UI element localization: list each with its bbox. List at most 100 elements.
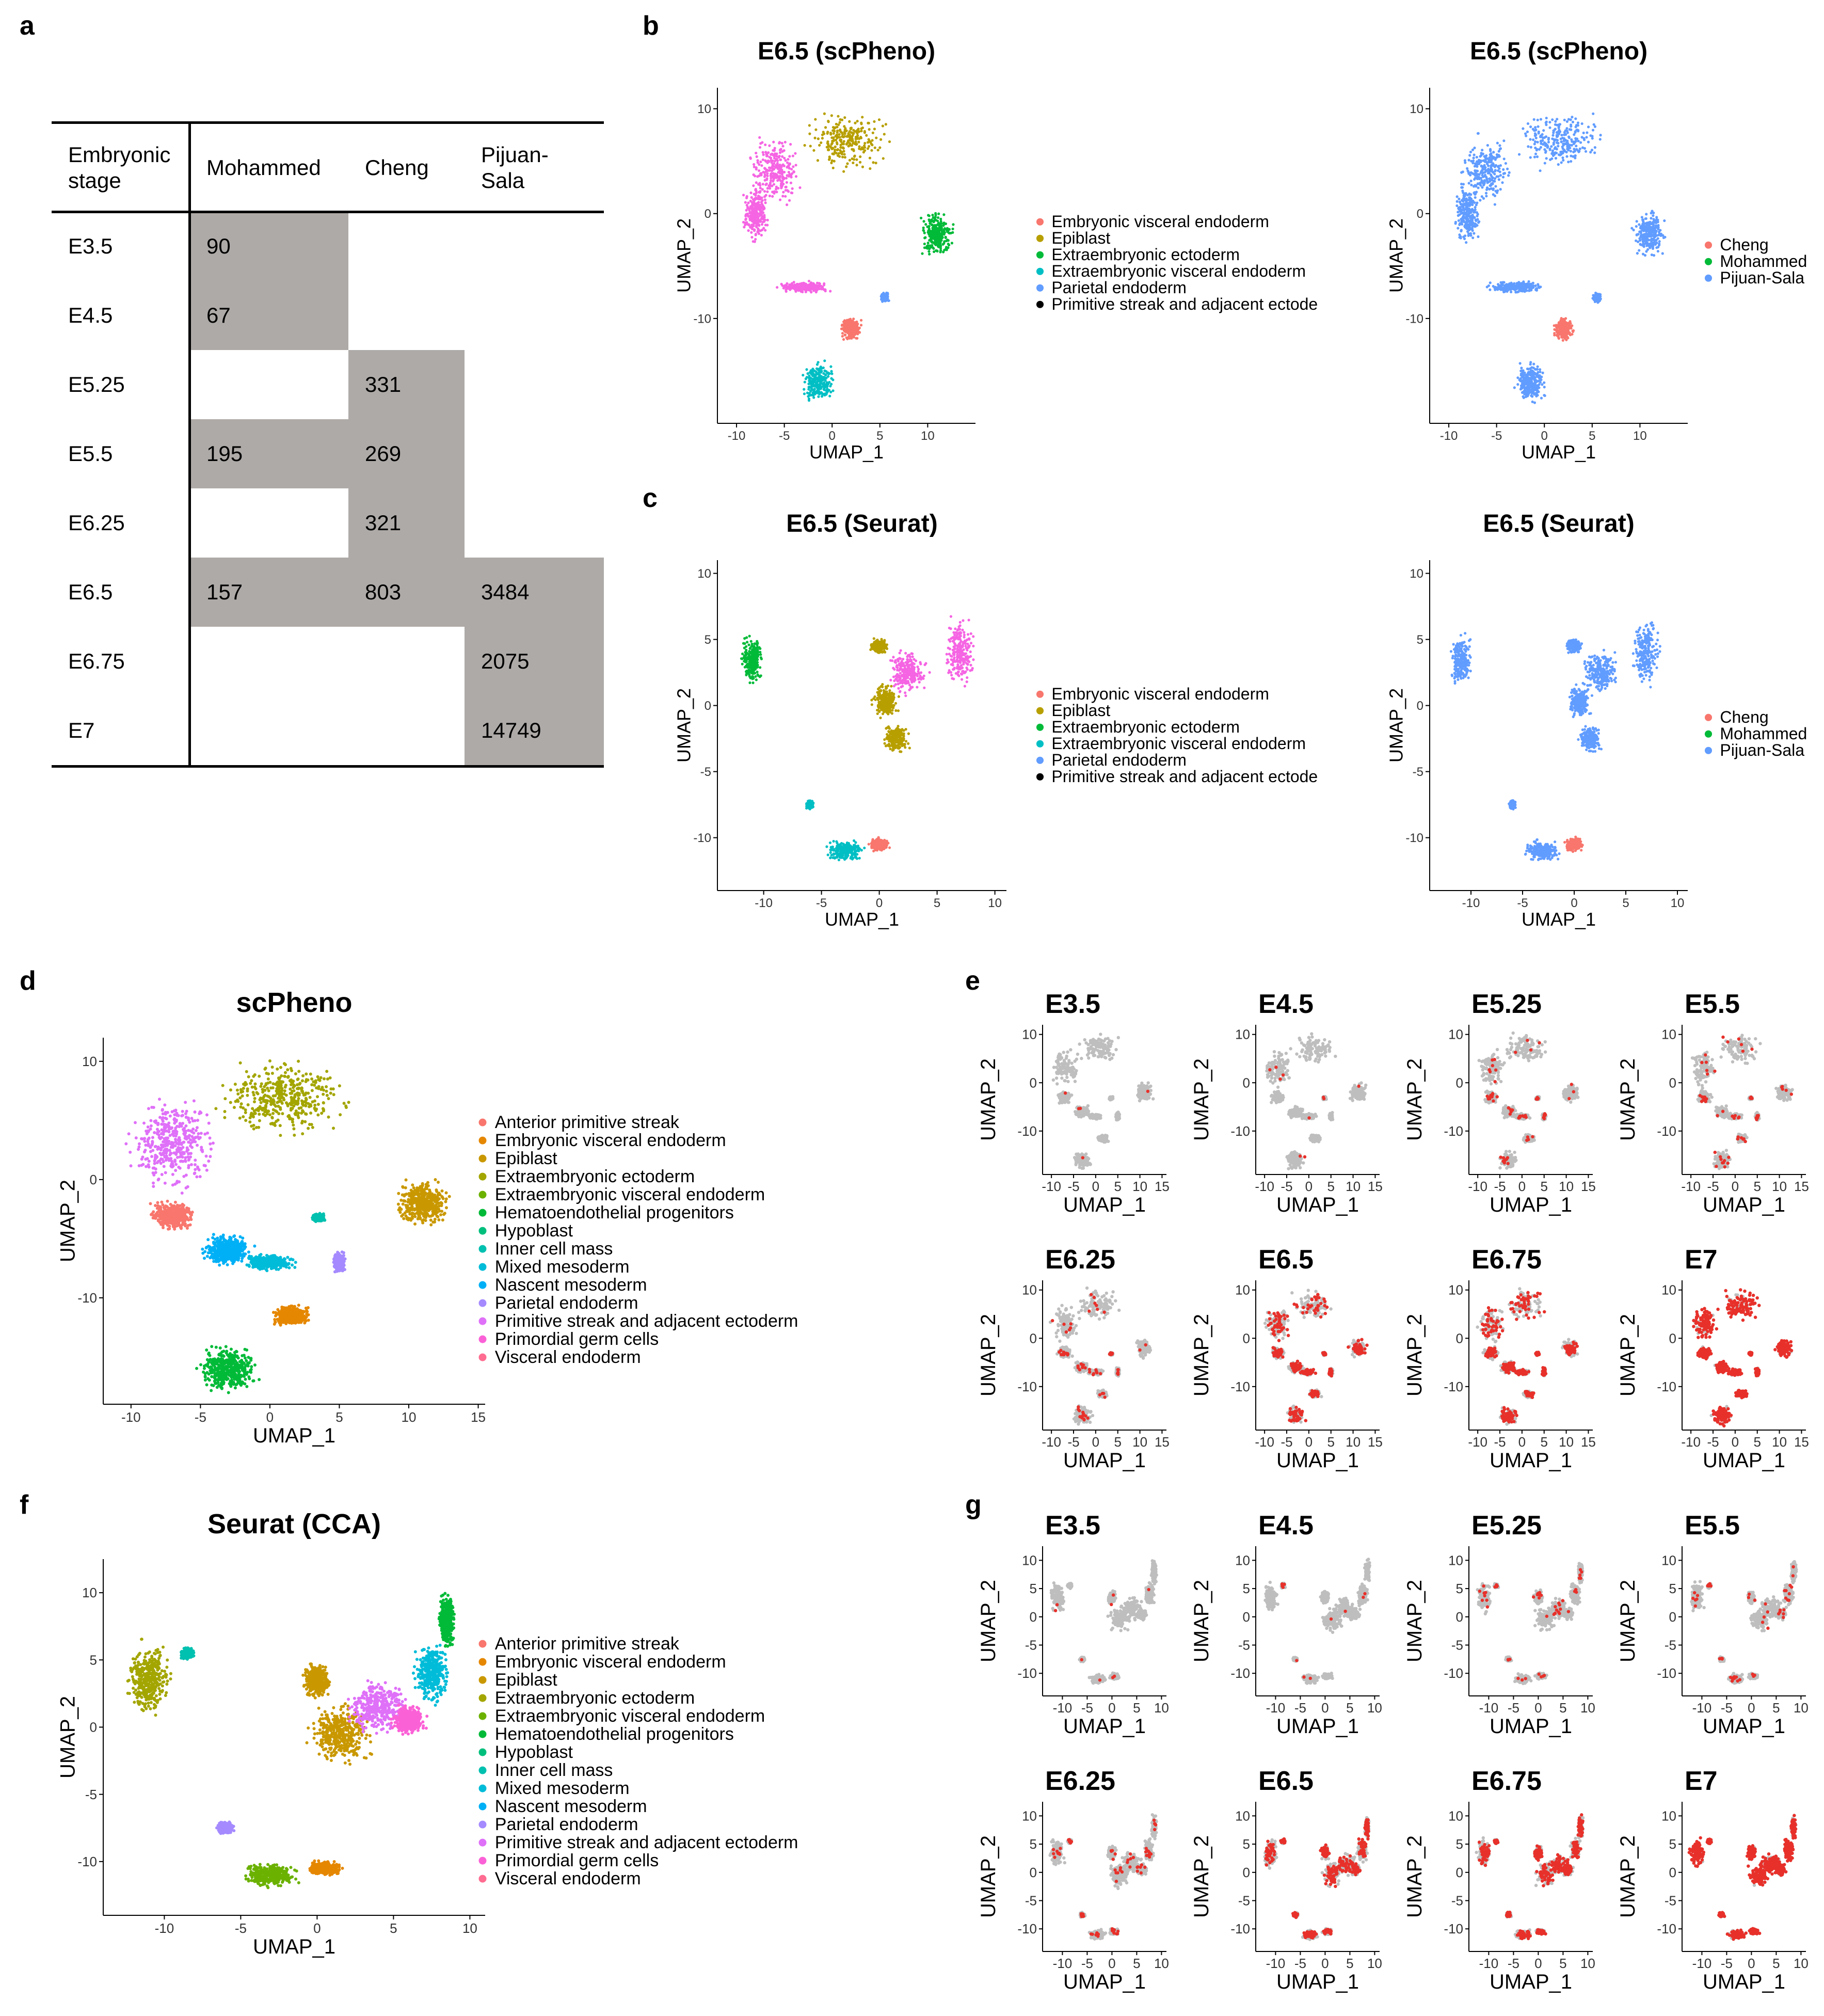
data-point: [1524, 132, 1527, 135]
data-point: [812, 388, 815, 391]
data-point: [1471, 229, 1474, 232]
data-point: [828, 389, 830, 391]
data-point: [758, 212, 760, 215]
data-point: [869, 167, 871, 170]
data-point: [889, 692, 891, 695]
table-count-cell: 67: [190, 281, 348, 350]
point-layer: [740, 615, 975, 862]
data-point: [1547, 141, 1550, 144]
data-point: [748, 681, 751, 684]
data-point: [1469, 151, 1472, 153]
data-point: [1485, 154, 1487, 157]
data-point: [1495, 164, 1497, 167]
data-point: [1593, 123, 1595, 126]
table-count-cell: [190, 627, 348, 696]
data-point: [1570, 123, 1572, 126]
data-point: [833, 132, 835, 135]
data-point: [942, 213, 945, 216]
data-point: [835, 135, 837, 137]
data-point: [828, 381, 830, 384]
data-point: [890, 685, 892, 688]
data-point: [1565, 127, 1568, 130]
data-point: [927, 233, 930, 235]
data-point: [878, 118, 881, 121]
table-count-cell: [190, 696, 348, 765]
data-point: [764, 183, 767, 186]
data-point: [829, 366, 832, 368]
data-point: [1467, 159, 1470, 162]
data-point: [1564, 129, 1567, 132]
data-point: [1533, 156, 1536, 158]
data-point: [1642, 253, 1644, 256]
data-point: [745, 209, 748, 212]
legend-key: [1036, 268, 1044, 275]
data-point: [922, 227, 925, 229]
data-point: [1655, 246, 1658, 249]
data-point: [750, 643, 753, 645]
data-point: [1658, 231, 1660, 233]
data-point: [1577, 121, 1579, 124]
data-point: [1532, 391, 1534, 394]
data-point: [756, 223, 759, 225]
data-point: [932, 247, 935, 250]
data-point: [1658, 244, 1660, 246]
data-point: [751, 649, 754, 652]
data-point: [1556, 148, 1558, 150]
data-point: [1497, 283, 1499, 285]
data-point: [1487, 172, 1490, 174]
data-point: [823, 370, 826, 372]
data-point: [1557, 163, 1560, 166]
x-tick-label: 10: [1633, 429, 1647, 443]
data-point: [1467, 209, 1470, 211]
data-point: [1531, 287, 1533, 289]
data-point: [760, 656, 762, 659]
data-point: [1502, 176, 1505, 178]
data-point: [1653, 254, 1655, 257]
legend-key: [1705, 275, 1712, 282]
data-point: [855, 143, 858, 146]
data-point: [892, 698, 895, 701]
data-point: [1538, 148, 1541, 151]
data-point: [1559, 324, 1561, 326]
data-point: [1539, 371, 1541, 373]
data-point: [1533, 382, 1535, 385]
data-point: [1655, 234, 1658, 237]
data-point: [824, 374, 827, 376]
data-point: [1526, 394, 1529, 396]
data-point: [757, 654, 760, 656]
data-point: [1529, 156, 1532, 158]
data-point: [788, 171, 790, 173]
data-point: [875, 643, 877, 646]
data-point: [779, 149, 781, 151]
data-point: [846, 141, 849, 144]
data-point: [822, 376, 825, 378]
data-point: [742, 194, 745, 196]
data-point: [1507, 174, 1510, 177]
data-point: [1489, 178, 1491, 181]
data-point: [882, 712, 884, 715]
data-point: [1489, 150, 1492, 152]
data-point: [808, 285, 811, 288]
data-point: [1533, 142, 1536, 145]
data-point: [875, 641, 877, 643]
data-point: [758, 232, 760, 235]
data-point: [1471, 214, 1474, 216]
data-point: [747, 644, 750, 646]
plot-title: E6.5 (Seurat): [786, 510, 937, 537]
data-point: [932, 216, 935, 219]
data-point: [1534, 132, 1537, 135]
data-point: [834, 146, 837, 148]
data-point: [822, 372, 825, 375]
data-point: [745, 217, 747, 220]
data-point: [932, 228, 935, 231]
data-point: [1556, 335, 1559, 337]
table-rule: [52, 121, 604, 124]
data-point: [1545, 121, 1548, 123]
data-point: [934, 214, 937, 216]
data-point: [1558, 327, 1561, 329]
data-point: [1574, 150, 1576, 152]
data-point: [749, 661, 751, 664]
data-point: [873, 637, 875, 640]
data-point: [744, 652, 747, 655]
data-point: [1471, 172, 1474, 174]
